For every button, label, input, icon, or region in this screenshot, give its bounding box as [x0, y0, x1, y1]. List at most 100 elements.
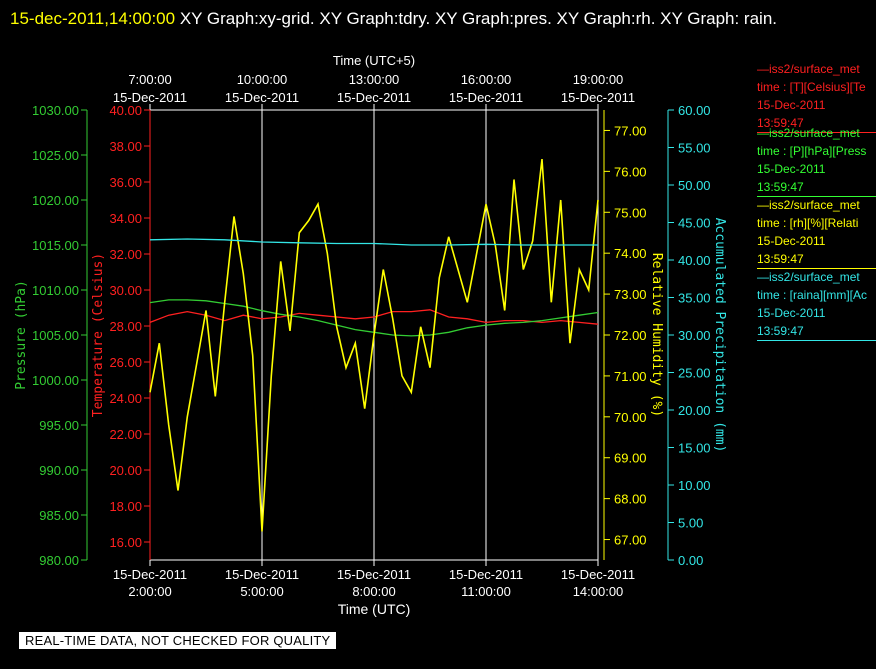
top-tick-time: 10:00:00 [237, 72, 288, 87]
rh-tick-label: 76.00 [614, 164, 647, 179]
legend-line1: —iss2/surface_met [757, 126, 860, 140]
rh-tick-label: 74.00 [614, 246, 647, 261]
top-tick-date: 15-Dec-2011 [449, 90, 523, 105]
legend-line4: 13:59:47 [757, 180, 804, 194]
temperature-tick-label: 16.00 [109, 535, 142, 550]
rh-tick-label: 68.00 [614, 492, 647, 507]
pressure-tick-label: 985.00 [39, 508, 79, 523]
pressure-tick-label: 1015.00 [32, 238, 79, 253]
top-tick-date: 15-Dec-2011 [113, 90, 187, 105]
rain-tick-label: 45.00 [678, 216, 711, 231]
x-axis-top-label: Time (UTC+5) [333, 53, 415, 68]
legend-line3: 15-Dec-2011 [757, 98, 826, 112]
top-tick-time: 7:00:00 [128, 72, 171, 87]
temperature-tick-label: 22.00 [109, 427, 142, 442]
title-graph-list: XY Graph:xy-grid. XY Graph:tdry. XY Grap… [175, 9, 778, 28]
temperature-tick-label: 18.00 [109, 499, 142, 514]
x-tick-date: 15-Dec-2011 [113, 567, 187, 582]
rain-tick-label: 50.00 [678, 178, 711, 193]
temperature-tick-label: 40.00 [109, 103, 142, 118]
x-tick-date: 15-Dec-2011 [449, 567, 523, 582]
rh-tick-label: 77.00 [614, 123, 647, 138]
rh-tick-label: 72.00 [614, 328, 647, 343]
rh-tick-label: 70.00 [614, 410, 647, 425]
legend-line2: time : [rh][%][Relati [757, 216, 859, 230]
legend-line4: 13:59:47 [757, 252, 804, 266]
temperature-tick-label: 20.00 [109, 463, 142, 478]
legend-line1: —iss2/surface_met [757, 62, 860, 76]
x-tick-time: 11:00:00 [461, 584, 511, 599]
top-tick-time: 19:00:00 [573, 72, 624, 87]
pressure-axis-label: Pressure (hPa) [14, 280, 29, 390]
temperature-tick-label: 34.00 [109, 211, 142, 226]
temperature-tick-label: 30.00 [109, 283, 142, 298]
legend-line3: 15-Dec-2011 [757, 234, 826, 248]
series-line-temperature [149, 309, 599, 325]
rain-tick-label: 25.00 [678, 366, 711, 381]
temperature-tick-label: 28.00 [109, 319, 142, 334]
pressure-tick-label: 1000.00 [32, 373, 79, 388]
temperature-tick-label: 38.00 [109, 139, 142, 154]
quality-warning-badge: REAL-TIME DATA, NOT CHECKED FOR QUALITY [19, 632, 337, 649]
rh-tick-label: 67.00 [614, 533, 647, 548]
rh-tick-label: 75.00 [614, 205, 647, 220]
legend-line2: time : [T][Celsius][Te [757, 80, 866, 94]
rh-axis-label: Relative Humidity (%) [649, 253, 664, 417]
x-tick-time: 8:00:00 [352, 584, 395, 599]
rain-tick-label: 20.00 [678, 403, 711, 418]
rain-tick-label: 30.00 [678, 328, 711, 343]
legend-line3: 15-Dec-2011 [757, 306, 826, 320]
pressure-tick-label: 980.00 [39, 553, 79, 568]
top-tick-date: 15-Dec-2011 [225, 90, 299, 105]
legend-line3: 15-Dec-2011 [757, 162, 826, 176]
rh-tick-label: 73.00 [614, 287, 647, 302]
pressure-tick-label: 1010.00 [32, 283, 79, 298]
pressure-tick-label: 995.00 [39, 418, 79, 433]
top-tick-time: 13:00:00 [349, 72, 400, 87]
pressure-tick-label: 1005.00 [32, 328, 79, 343]
rh-tick-label: 71.00 [614, 369, 647, 384]
legend-line1: —iss2/surface_met [757, 270, 860, 284]
x-tick-date: 15-Dec-2011 [225, 567, 299, 582]
legend-line2: time : [P][hPa][Press [757, 144, 867, 158]
rain-tick-label: 0.00 [678, 553, 703, 568]
x-tick-date: 15-Dec-2011 [561, 567, 635, 582]
rain-tick-label: 10.00 [678, 478, 711, 493]
rh-tick-label: 69.00 [614, 451, 647, 466]
graph-title: 15-dec-2011,14:00:00 XY Graph:xy-grid. X… [10, 4, 860, 33]
top-tick-date: 15-Dec-2011 [561, 90, 635, 105]
temperature-tick-label: 32.00 [109, 247, 142, 262]
rain-tick-label: 40.00 [678, 253, 711, 268]
x-tick-time: 14:00:00 [573, 584, 624, 599]
legend-line4: 13:59:47 [757, 324, 804, 338]
rain-tick-label: 35.00 [678, 291, 711, 306]
rain-tick-label: 60.00 [678, 103, 711, 118]
top-tick-date: 15-Dec-2011 [337, 90, 411, 105]
legend-line4: 13:59:47 [757, 116, 804, 130]
title-timestamp: 15-dec-2011,14:00:00 [10, 9, 176, 28]
temperature-axis-label: Temperature (Celsius) [91, 253, 106, 417]
rain-tick-label: 55.00 [678, 141, 711, 156]
legend-line2: time : [raina][mm][Ac [757, 288, 868, 302]
x-tick-time: 5:00:00 [240, 584, 283, 599]
pressure-tick-label: 990.00 [39, 463, 79, 478]
rain-tick-label: 15.00 [678, 441, 711, 456]
temperature-tick-label: 36.00 [109, 175, 142, 190]
pressure-tick-label: 1030.00 [32, 103, 79, 118]
x-tick-date: 15-Dec-2011 [337, 567, 411, 582]
temperature-tick-label: 26.00 [109, 355, 142, 370]
top-tick-time: 16:00:00 [461, 72, 512, 87]
rain-axis-label: Accumulated Precipitation (mm) [712, 218, 727, 453]
rain-tick-label: 5.00 [678, 516, 703, 531]
x-tick-time: 2:00:00 [128, 584, 171, 599]
series-line-rh [149, 159, 599, 532]
temperature-tick-label: 24.00 [109, 391, 142, 406]
series-line-rain [149, 238, 598, 246]
pressure-tick-label: 1020.00 [32, 193, 79, 208]
legend-line1: —iss2/surface_met [757, 198, 860, 212]
